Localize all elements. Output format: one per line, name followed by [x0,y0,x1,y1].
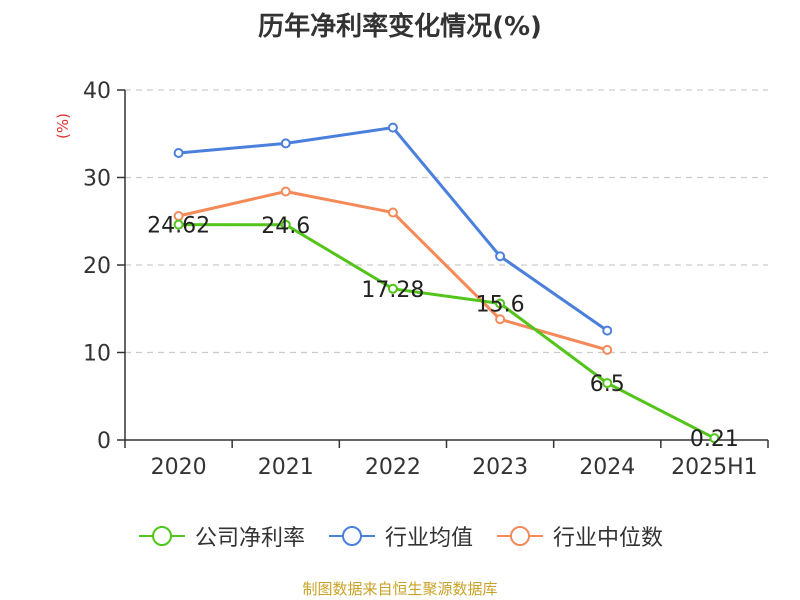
data-label: 0.21 [690,427,739,452]
data-label: 17.28 [361,278,424,303]
legend-marker-icon [138,526,185,546]
legend-label: 行业中位数 [553,526,664,551]
data-point [280,186,291,197]
chart-title: 历年净利率变化情况(%) [258,12,542,42]
legend-label: 行业均值 [384,526,473,551]
data-label: 24.6 [261,214,310,239]
y-axis-label: (%) [54,113,72,139]
legend-marker-icon [328,526,375,546]
data-point [280,219,291,230]
legend-item[interactable]: 行业均值 [327,520,473,552]
legend-marker-icon [497,526,543,546]
y-tick-label: 20 [83,254,111,279]
x-tick-label: 2024 [579,455,635,480]
data-point [602,378,613,389]
x-tick-label: 2023 [472,455,528,480]
y-tick-label: 0 [97,429,111,454]
legend-item[interactable]: 公司净利率 [137,520,305,552]
data-label: 15.6 [476,293,525,318]
x-tick-label: 2025H1 [671,455,758,480]
data-point [602,325,613,336]
y-tick-label: 10 [83,342,111,367]
data-point [387,207,398,218]
data-point [173,219,184,230]
data-point [495,251,506,262]
y-tick-label: 30 [83,167,111,192]
legend-item[interactable]: 行业中位数 [495,520,663,552]
series-line-0 [178,223,716,440]
data-point [495,298,506,309]
legend-label: 公司净利率 [194,526,305,551]
data-point [709,433,720,444]
data-point [602,344,613,355]
data-point [495,314,506,325]
legend: 公司净利率 行业均值 行业中位数 [0,520,800,552]
x-tick-label: 2021 [258,455,314,480]
data-label: 6.5 [590,372,625,397]
data-point [387,122,398,133]
source-note: 制图数据来自恒生聚源数据库 [302,580,498,598]
x-tick-label: 2020 [151,455,207,480]
x-tick-label: 2022 [365,455,421,480]
y-tick-label: 40 [83,79,111,104]
data-point [280,138,291,149]
data-point [387,283,398,294]
data-label: 24.62 [147,214,210,239]
data-point [173,148,184,158]
